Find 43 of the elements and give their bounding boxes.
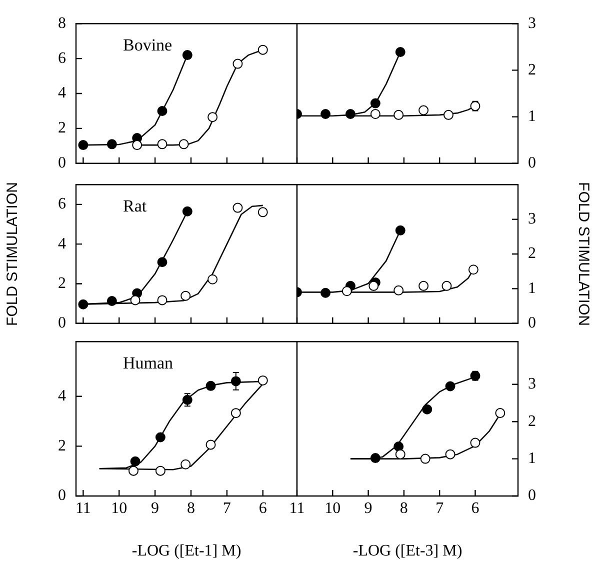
y-tick-label: 1 xyxy=(528,280,536,297)
y-tick-label: 2 xyxy=(528,61,536,78)
x-tick-label: 8 xyxy=(400,500,408,517)
y-tick-label: 4 xyxy=(58,84,66,102)
y-tick-label: 4 xyxy=(58,235,66,252)
y-tick-label: 4 xyxy=(58,388,66,405)
x-tick-label: 8 xyxy=(186,500,195,517)
y-tick-label: 0 xyxy=(58,154,66,172)
y-tick-label: 0 xyxy=(528,487,536,504)
y-tick-label: 1 xyxy=(528,450,536,467)
y-tick-label: 1 xyxy=(528,108,536,126)
x-tick-label: 9 xyxy=(364,500,372,517)
x-tick-label: 11 xyxy=(289,500,305,517)
y-tick-label: 3 xyxy=(528,210,536,228)
y-tick-label: 6 xyxy=(58,50,66,67)
annotation: Rat xyxy=(123,196,147,216)
y-tick-label: 2 xyxy=(58,437,66,454)
y-tick-label: 0 xyxy=(58,314,66,332)
y-tick-label: 0 xyxy=(528,154,536,172)
x-tick-label: 9 xyxy=(151,500,160,517)
x-tick-label: 10 xyxy=(111,500,128,517)
x-tick-label: 7 xyxy=(436,500,444,517)
y-tick-label: 2 xyxy=(58,274,66,292)
annotation: Bovine xyxy=(123,36,172,55)
y-tick-label: 0 xyxy=(58,487,66,504)
y-tick-label: 0 xyxy=(528,314,536,332)
x-axis-title: -LOG ([Et-1] M) xyxy=(132,542,242,560)
x-tick-label: 6 xyxy=(258,500,267,517)
annotation: Human xyxy=(123,354,174,373)
y-tick-label: 3 xyxy=(528,376,536,393)
x-tick-label: 11 xyxy=(75,500,91,517)
y-axis-title: FOLD STIMULATION xyxy=(4,182,22,326)
y-axis-title: FOLD STIMULATION xyxy=(574,182,592,326)
x-tick-label: 7 xyxy=(222,500,231,517)
x-tick-label: 10 xyxy=(324,500,341,517)
y-tick-label: 2 xyxy=(528,245,536,262)
y-tick-label: 2 xyxy=(58,120,66,137)
y-tick-label: 8 xyxy=(58,14,66,32)
x-axis-title: -LOG ([Et-3] M) xyxy=(352,542,462,560)
x-tick-label: 6 xyxy=(471,500,480,517)
y-tick-label: 2 xyxy=(528,412,536,430)
y-tick-label: 6 xyxy=(58,196,66,213)
y-tick-label: 3 xyxy=(528,14,536,32)
